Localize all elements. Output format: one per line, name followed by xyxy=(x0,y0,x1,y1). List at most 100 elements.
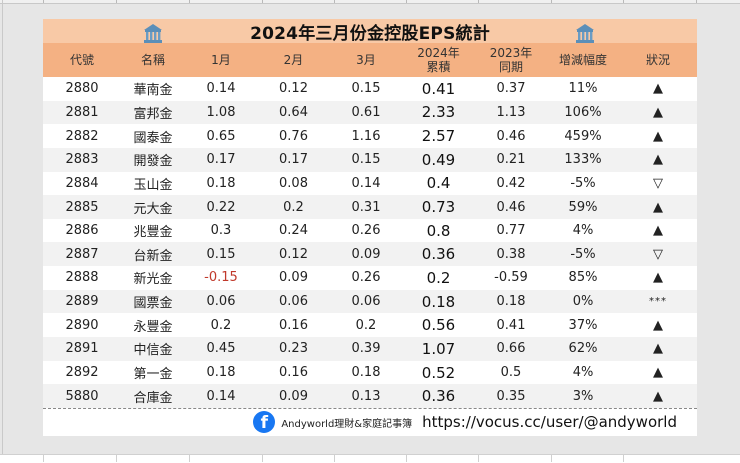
status-up-icon: ▲ xyxy=(653,128,663,144)
brand-name: Andyworld理財&家庭記事簿 xyxy=(281,418,413,430)
change-pct: 0% xyxy=(572,294,594,310)
cumulative-2024: 0.41 xyxy=(421,79,456,98)
name: 元大金 xyxy=(133,201,173,217)
code: 2884 xyxy=(65,175,99,191)
page-title: 2024年三月份金控股EPS統計 xyxy=(250,23,490,44)
grid-column-line xyxy=(189,0,190,3)
grid-column-line xyxy=(478,454,479,462)
grid-column-line xyxy=(43,454,44,462)
mar: 0.14 xyxy=(351,175,381,191)
same-period-2023: 0.46 xyxy=(496,128,526,144)
code: 2886 xyxy=(65,223,99,239)
change-pct: 62% xyxy=(568,341,598,357)
mar: 0.2 xyxy=(355,317,377,333)
grid-column-line xyxy=(116,0,117,3)
table-row: 2892 第一金 0.18 0.16 0.18 0.52 0.5 4% ▲ xyxy=(43,360,697,385)
name: 新光金 xyxy=(133,272,173,288)
table-row: 2881 富邦金 1.08 0.64 0.61 2.33 1.13 106% ▲ xyxy=(43,100,697,125)
same-period-2023: 0.41 xyxy=(496,317,526,333)
name: 第一金 xyxy=(133,367,173,382)
status-up-icon: ▲ xyxy=(653,341,663,357)
same-period-2023: 0.46 xyxy=(496,199,526,215)
jan: 0.65 xyxy=(206,128,236,144)
grid-column-line xyxy=(189,454,190,462)
same-period-2023: 0.21 xyxy=(496,152,526,168)
mar: 0.61 xyxy=(351,104,381,120)
status-up-icon: ▲ xyxy=(653,199,663,215)
change-pct: 4% xyxy=(572,365,594,380)
grid-column-line xyxy=(262,454,263,462)
jan: 0.15 xyxy=(206,246,236,262)
same-period-2023: 0.42 xyxy=(496,175,526,191)
mar: 0.26 xyxy=(351,223,381,239)
feb: 0.16 xyxy=(279,365,308,380)
status-up-icon: ▲ xyxy=(653,223,663,239)
table-row: 2883 開發金 0.17 0.17 0.15 0.49 0.21 133% ▲ xyxy=(43,147,697,172)
feb: 0.09 xyxy=(279,388,308,404)
change-pct: 85% xyxy=(568,270,598,286)
change-pct: 4% xyxy=(572,223,594,239)
jan: 0.17 xyxy=(206,152,236,168)
code: 2881 xyxy=(65,104,99,120)
name: 合庫金 xyxy=(133,390,173,406)
code: 5880 xyxy=(65,388,99,404)
feb: 0.76 xyxy=(279,128,308,144)
table-header: 代號 名稱 1月 2月 3月 2024年 累積 2023年 同期 增減幅度 狀況 xyxy=(43,43,697,77)
change-pct: 11% xyxy=(568,81,598,97)
header-2023-same-period: 2023年 同期 xyxy=(489,46,533,74)
header-name: 名稱 xyxy=(140,53,165,67)
jan: 0.14 xyxy=(206,81,236,97)
status-up-icon: ▲ xyxy=(653,152,663,168)
grid-column-line xyxy=(623,0,624,3)
name: 中信金 xyxy=(133,343,173,359)
same-period-2023: 0.35 xyxy=(496,388,526,404)
header-feb: 2月 xyxy=(283,53,304,67)
grid-column-line xyxy=(406,0,407,3)
code: 2891 xyxy=(65,341,99,357)
grid-column-line xyxy=(116,454,117,462)
title-band: 2024年三月份金控股EPS統計 xyxy=(43,19,697,44)
jan: 0.06 xyxy=(206,294,236,310)
feb: 0.06 xyxy=(279,294,308,310)
code: 2887 xyxy=(65,246,99,262)
name: 開發金 xyxy=(133,154,173,170)
same-period-2023: -0.59 xyxy=(494,270,528,286)
jan: 0.45 xyxy=(206,341,236,357)
mar: 1.16 xyxy=(351,128,381,144)
mar: 0.06 xyxy=(351,294,381,310)
table-row: 2886 兆豐金 0.3 0.24 0.26 0.8 0.77 4% ▲ xyxy=(43,218,697,243)
grid-column-line xyxy=(262,0,263,3)
jan: 0.18 xyxy=(206,175,236,191)
change-pct: -5% xyxy=(570,246,596,262)
feb: 0.08 xyxy=(279,175,308,191)
mar: 0.18 xyxy=(351,365,381,380)
feb: 0.12 xyxy=(279,81,308,97)
feb: 0.12 xyxy=(279,246,308,262)
cumulative-2024: 0.2 xyxy=(426,268,451,287)
cumulative-2024: 0.49 xyxy=(421,150,456,169)
name: 華南金 xyxy=(133,83,173,99)
code: 2880 xyxy=(65,81,99,97)
same-period-2023: 0.5 xyxy=(500,365,522,380)
header-2024-cumulative: 2024年 累積 xyxy=(417,46,460,74)
table-row: 2889 國票金 0.06 0.06 0.06 0.18 0.18 0% *** xyxy=(43,289,697,314)
code: 2882 xyxy=(65,128,99,144)
table-row: 2888 新光金 -0.15 0.09 0.26 0.2 -0.59 85% ▲ xyxy=(43,266,697,290)
grid-column-line xyxy=(406,454,407,462)
change-pct: 59% xyxy=(568,199,598,215)
change-pct: 133% xyxy=(564,152,602,168)
cumulative-2024: 2.57 xyxy=(421,127,456,146)
table-body: 2880 華南金 0.14 0.12 0.15 0.41 0.37 11% ▲ … xyxy=(43,77,697,408)
same-period-2023: 0.37 xyxy=(496,81,526,97)
name: 國泰金 xyxy=(133,130,173,146)
mar: 0.26 xyxy=(351,270,381,286)
grid-column-line xyxy=(623,454,624,462)
table-row: 2887 台新金 0.15 0.12 0.09 0.36 0.38 -5% ▽ xyxy=(43,242,697,267)
table-row: 2884 玉山金 0.18 0.08 0.14 0.4 0.42 -5% ▽ xyxy=(43,171,697,196)
mar: 0.09 xyxy=(351,246,381,262)
mar: 0.15 xyxy=(351,152,381,168)
table-row: 2880 華南金 0.14 0.12 0.15 0.41 0.37 11% ▲ xyxy=(43,77,697,101)
status-up-icon: ▲ xyxy=(653,270,663,286)
code: 2888 xyxy=(65,270,99,286)
jan-negative: -0.15 xyxy=(204,270,238,286)
